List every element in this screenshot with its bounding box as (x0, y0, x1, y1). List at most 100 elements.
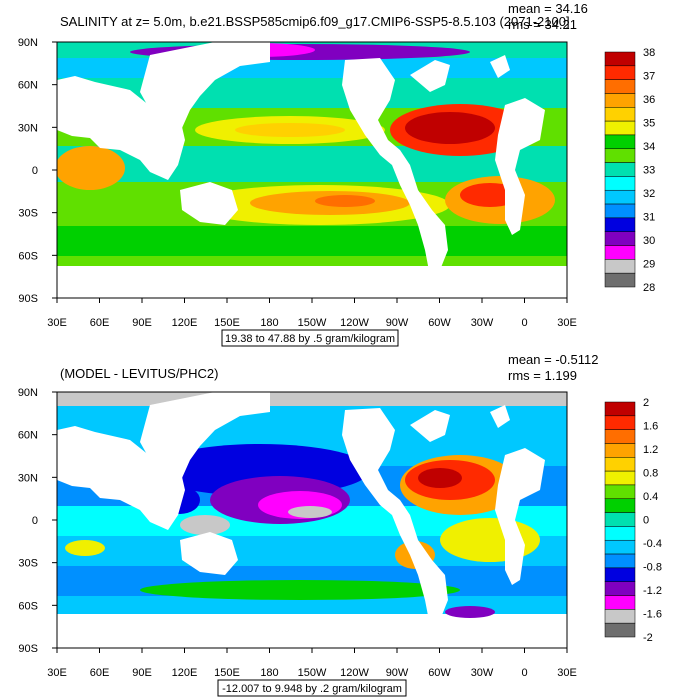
top-lon-label: 30W (471, 317, 494, 329)
top-colorbar-label: 30 (643, 235, 655, 247)
top-colorbar-box (604, 93, 636, 108)
bottom-lat-label: 90N (18, 387, 38, 399)
top-colorbar-label: 34 (643, 141, 655, 153)
bottom-ticks (52, 391, 568, 653)
bottom-colorbar-label: 0.8 (643, 468, 658, 480)
bottom-colorbar-box (604, 443, 636, 458)
bottom-colorbar-box (604, 539, 636, 555)
top-colorbar-box (604, 176, 636, 191)
bottom-colorbar-box (604, 470, 636, 486)
bottom-colorbar-label: 0.4 (643, 491, 658, 503)
bottom-colorbar-label: 1.6 (643, 421, 658, 433)
bottom-colorbar-box (604, 498, 636, 513)
bottom-colorbar-box (604, 622, 636, 638)
top-colorbar-box (604, 51, 636, 67)
top-colorbar-box (604, 245, 636, 260)
top-rms: rms = 34.21 (508, 17, 577, 32)
bottom-lon-label: 30W (471, 667, 494, 679)
bottom-colorbar-label: -0.4 (643, 538, 662, 550)
top-lon-labels: 30E 60E 90E 120E 150E 180 150W 120W 90W 60W 30W 0 30… (47, 317, 577, 329)
bottom-lon-label: 90E (132, 667, 152, 679)
bottom-lon-label: 0 (521, 667, 527, 679)
top-colorbar-box (604, 231, 636, 246)
top-mean: mean = 34.16 (508, 1, 588, 16)
top-lat-labels: 90N 60N 30N 0 30S 60S 90S (18, 37, 38, 305)
top-lon-label: 90E (132, 317, 152, 329)
bottom-colorbar-box (604, 484, 636, 500)
bottom-lat-label: 90S (18, 643, 38, 655)
bottom-colorbar-box (604, 429, 636, 444)
bottom-colorbar-box (604, 401, 636, 417)
bottom-lat-label: 30S (18, 558, 38, 570)
top-colorbar-label: 36 (643, 94, 655, 106)
bottom-colorbar-box (604, 457, 636, 472)
top-panel: SALINITY at z= 5.0m, b.e21.BSSP585cmip6.… (18, 1, 655, 347)
top-colorbar-box (604, 107, 636, 122)
top-colorbar-box (604, 189, 636, 205)
top-lon-label: 90W (386, 317, 409, 329)
top-colorbar-label: 38 (643, 47, 655, 59)
top-colorbar-box (604, 148, 636, 163)
bottom-lon-label: 180 (260, 667, 278, 679)
bottom-lat-label: 60N (18, 430, 38, 442)
bottom-colorbar-box (604, 553, 636, 569)
bottom-colorbar-label: 1.2 (643, 444, 658, 456)
top-lon-label: 120W (340, 317, 369, 329)
top-lat-label: 60N (18, 80, 38, 92)
bottom-panel: (MODEL - LEVITUS/PHC2) mean = -0.5112 rm… (18, 352, 662, 697)
top-colorbar-box (604, 203, 636, 219)
top-colorbar-label: 32 (643, 188, 655, 200)
top-lon-label: 150W (298, 317, 327, 329)
bottom-colorbar-label: -1.2 (643, 585, 662, 597)
top-ticks (52, 41, 568, 303)
top-lat-label: 60S (18, 250, 38, 262)
bottom-range-box (217, 679, 407, 697)
bottom-lon-label: 60E (90, 667, 110, 679)
bottom-colorbar-label: -0.8 (643, 562, 662, 574)
bottom-lon-label: 60W (428, 667, 451, 679)
bottom-lon-label: 150E (214, 667, 240, 679)
bottom-colorbar-box (604, 415, 636, 430)
top-colorbar-box (604, 65, 636, 80)
top-colorbar-box (604, 120, 636, 136)
bottom-colorbar-box (604, 512, 636, 527)
bottom-lat-label: 0 (32, 515, 38, 527)
top-lon-label: 150E (214, 317, 240, 329)
top-lon-label: 120E (172, 317, 198, 329)
bottom-lon-label: 120E (172, 667, 198, 679)
top-lat-label: 30N (18, 122, 38, 134)
top-range-box (221, 329, 399, 347)
top-colorbar-label: 33 (643, 165, 655, 177)
top-lat-label: 90S (18, 293, 38, 305)
top-lon-label: 60E (90, 317, 110, 329)
bottom-colorbar-label: -2 (643, 632, 653, 644)
top-lat-label: 90N (18, 37, 38, 49)
top-lon-label: 60W (428, 317, 451, 329)
bottom-colorbar-box (604, 609, 636, 624)
top-colorbar-label: 35 (643, 118, 655, 130)
top-lat-label: 0 (32, 165, 38, 177)
bottom-lat-label: 30N (18, 472, 38, 484)
bottom-colorbar-box (604, 526, 636, 541)
top-colorbar-box (604, 272, 636, 288)
bottom-lon-label: 150W (298, 667, 327, 679)
bottom-title: (MODEL - LEVITUS/PHC2) (60, 366, 218, 381)
top-colorbar-label: 37 (643, 71, 655, 83)
top-colorbar: 38 37 36 35 34 33 32 31 30 29 28 (604, 47, 655, 294)
bottom-map (57, 392, 567, 648)
bottom-colorbar-box (604, 567, 636, 582)
top-colorbar-label: 31 (643, 212, 655, 224)
bottom-colorbar-label: 2 (643, 397, 649, 409)
bottom-lon-label: 30E (557, 667, 577, 679)
top-colorbar-box (604, 134, 636, 150)
top-lon-label: 30E (557, 317, 577, 329)
bottom-range-label: -12.007 to 9.948 by .2 gram/kilogram (222, 683, 402, 695)
bottom-colorbar-box (604, 595, 636, 610)
top-colorbar-label: 28 (643, 282, 655, 294)
top-lon-label: 0 (521, 317, 527, 329)
top-range-label: 19.38 to 47.88 by .5 gram/kilogram (225, 333, 395, 345)
top-lat-label: 30S (18, 208, 38, 220)
top-colorbar-label: 29 (643, 259, 655, 271)
top-colorbar-box (604, 79, 636, 94)
